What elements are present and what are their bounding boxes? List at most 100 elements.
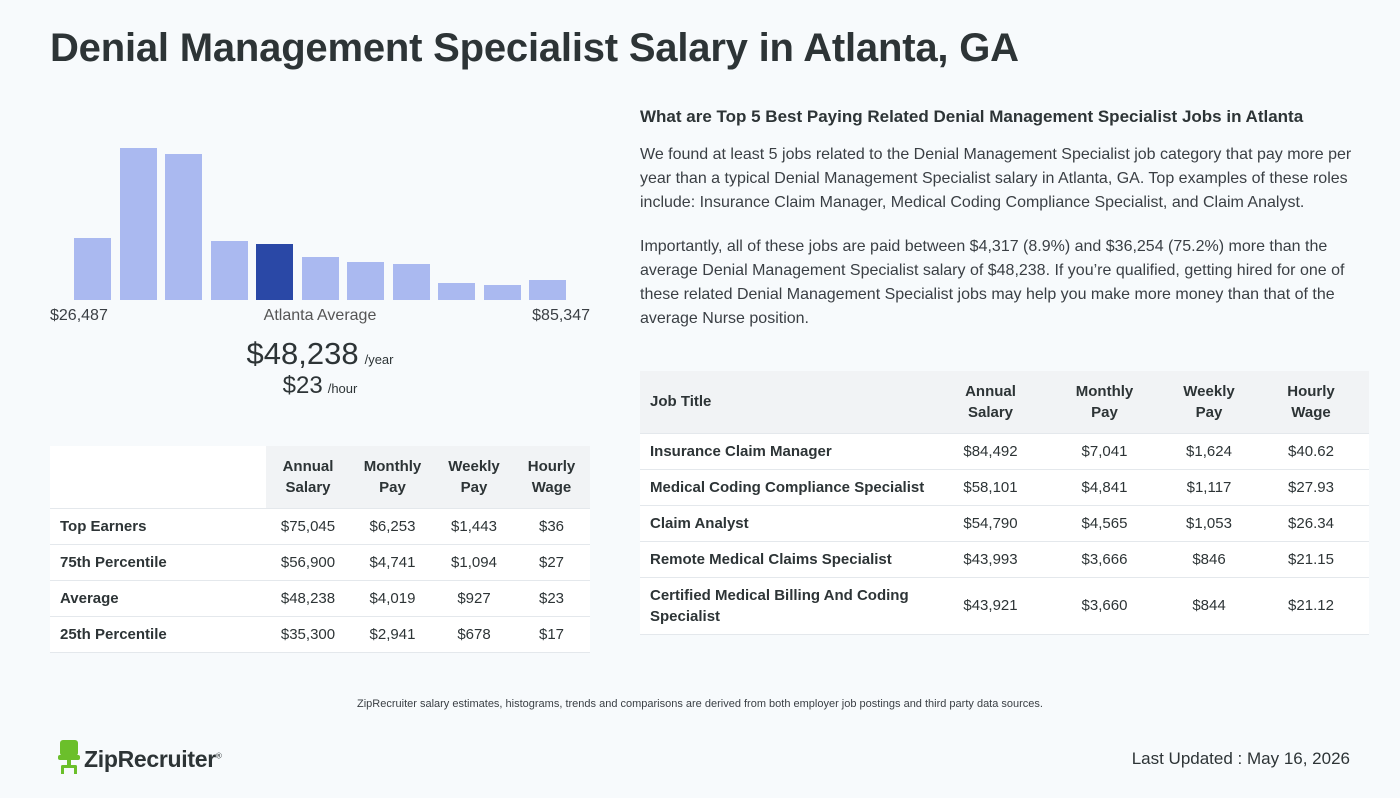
cell-weekly: $1,053	[1165, 505, 1253, 542]
cell-hourly: $17	[513, 616, 590, 653]
average-hourly-value: $23	[282, 372, 323, 399]
table-row: Medical Coding Compliance Specialist $58…	[640, 469, 1369, 506]
cell-monthly: $4,565	[1044, 505, 1165, 542]
related-jobs-heading: What are Top 5 Best Paying Related Denia…	[640, 107, 1304, 126]
table-header-row: Job Title Annual Salary Monthly Pay Weekly…	[640, 371, 1369, 434]
table-row: Insurance Claim Manager $84,492 $7,041 $…	[640, 433, 1369, 470]
table-row: Claim Analyst $54,790 $4,565 $1,053 $26.…	[640, 505, 1369, 542]
cell-weekly: $844	[1165, 577, 1253, 635]
row-label: Average	[50, 580, 266, 617]
cell-hourly: $36	[513, 508, 590, 545]
header-line: Pay	[379, 478, 406, 496]
cell-hourly: $21.12	[1253, 577, 1369, 635]
cell-monthly: $7,041	[1044, 433, 1165, 470]
cell-annual: $48,238	[266, 580, 350, 617]
salary-histogram	[50, 130, 590, 300]
table-row: Remote Medical Claims Specialist $43,993…	[640, 541, 1369, 578]
cell-annual: $56,900	[266, 544, 350, 581]
header-line: Hourly	[527, 457, 576, 475]
related-jobs-paragraph-2: Importantly, all of these jobs are paid …	[640, 238, 1345, 327]
table-header-weekly: Weekly Pay	[435, 446, 513, 509]
header-line: Pay	[460, 478, 488, 496]
cell-monthly: $2,941	[350, 616, 435, 653]
histogram-bar	[256, 244, 293, 300]
table-row: Average $48,238 $4,019 $927 $23	[50, 580, 590, 617]
histogram-bar	[347, 262, 384, 300]
average-annual-salary: $48,238/year	[50, 336, 590, 372]
job-title-cell: Insurance Claim Manager	[640, 433, 937, 470]
histogram-bar	[483, 285, 521, 300]
header-line: Pay	[1195, 403, 1223, 421]
cell-weekly: $1,094	[435, 544, 513, 581]
cell-hourly: $26.34	[1253, 505, 1369, 542]
table-header-weekly: Weekly Pay	[1165, 371, 1253, 434]
histogram-bar	[301, 257, 339, 300]
related-jobs-paragraph-1: We found at least 5 jobs related to the …	[640, 146, 1352, 211]
header-line: Monthly	[363, 457, 422, 475]
cell-annual: $43,921	[937, 577, 1044, 635]
table-row: 25th Percentile $35,300 $2,941 $678 $17	[50, 616, 590, 653]
header-line: Annual	[282, 457, 334, 475]
header-line: Weekly	[448, 457, 500, 475]
cell-annual: $75,045	[266, 508, 350, 545]
last-updated: Last Updated : May 16, 2026	[1131, 749, 1350, 768]
header-line: Annual	[965, 382, 1016, 400]
histogram-bar	[165, 154, 202, 300]
histogram-bar	[438, 283, 475, 300]
cell-monthly: $6,253	[350, 508, 435, 545]
header-line: Salary	[285, 478, 331, 496]
header-line: Wage	[531, 478, 572, 496]
average-annual-value: $48,238	[246, 336, 359, 371]
cell-hourly: $27	[513, 544, 590, 581]
cell-hourly: $23	[513, 580, 590, 617]
cell-monthly: $3,660	[1044, 577, 1165, 635]
average-hourly-wage: $23/hour	[50, 372, 590, 400]
cell-weekly: $678	[435, 616, 513, 653]
header-line: Weekly	[1183, 382, 1235, 400]
ziprecruiter-logo[interactable]: ZipRecruiter®	[58, 740, 222, 779]
cell-annual: $43,993	[937, 541, 1044, 578]
logo-registered-mark: ®	[215, 751, 222, 761]
table-header-hourly: Hourly Wage	[1253, 371, 1369, 434]
table-header-annual: Annual Salary	[937, 371, 1044, 434]
average-annual-unit: /year	[364, 352, 394, 367]
page-title: Denial Management Specialist Salary in A…	[50, 26, 1019, 70]
logo-text: ZipRecruiter®	[84, 746, 222, 773]
histogram-bar	[392, 264, 430, 300]
job-title-cell: Remote Medical Claims Specialist	[640, 541, 937, 578]
table-row: Top Earners $75,045 $6,253 $1,443 $36	[50, 508, 590, 545]
table-row: Certified Medical Billing And Coding Spe…	[640, 577, 1369, 635]
histogram-average-label: Atlanta Average	[263, 307, 377, 324]
cell-monthly: $4,741	[350, 544, 435, 581]
logo-wordmark: ZipRecruiter	[84, 746, 216, 772]
table-header-job-title: Job Title	[640, 371, 937, 434]
cell-annual: $58,101	[937, 469, 1044, 506]
histogram-bar	[74, 238, 111, 300]
histogram-max-label: $85,347	[532, 307, 590, 324]
table-header-blank	[50, 446, 266, 509]
cell-hourly: $40.62	[1253, 433, 1369, 470]
table-header-hourly: Hourly Wage	[513, 446, 590, 509]
chair-icon	[58, 740, 80, 779]
average-hourly-unit: /hour	[327, 381, 358, 396]
table-header-monthly: Monthly Pay	[350, 446, 435, 509]
cell-monthly: $3,666	[1044, 541, 1165, 578]
header-line: Hourly	[1287, 382, 1335, 400]
histogram-labels: $26,487 Atlanta Average $85,347	[50, 307, 590, 327]
cell-annual: $54,790	[937, 505, 1044, 542]
cell-weekly: $846	[1165, 541, 1253, 578]
cell-weekly: $1,443	[435, 508, 513, 545]
histogram-bar	[529, 280, 566, 300]
cell-weekly: $1,117	[1165, 469, 1253, 506]
header-line: Salary	[967, 403, 1014, 421]
cell-monthly: $4,841	[1044, 469, 1165, 506]
header-line: Monthly	[1075, 382, 1134, 400]
table-header-row: Annual Salary Monthly Pay Weekly Pay Hourly…	[50, 446, 590, 509]
histogram-bar	[210, 241, 248, 300]
job-title-cell: Claim Analyst	[640, 505, 937, 542]
cell-weekly: $927	[435, 580, 513, 617]
row-label: 25th Percentile	[50, 616, 266, 653]
header-line: Pay	[1091, 403, 1118, 421]
cell-hourly: $27.93	[1253, 469, 1369, 506]
job-title-cell: Medical Coding Compliance Specialist	[640, 469, 937, 506]
